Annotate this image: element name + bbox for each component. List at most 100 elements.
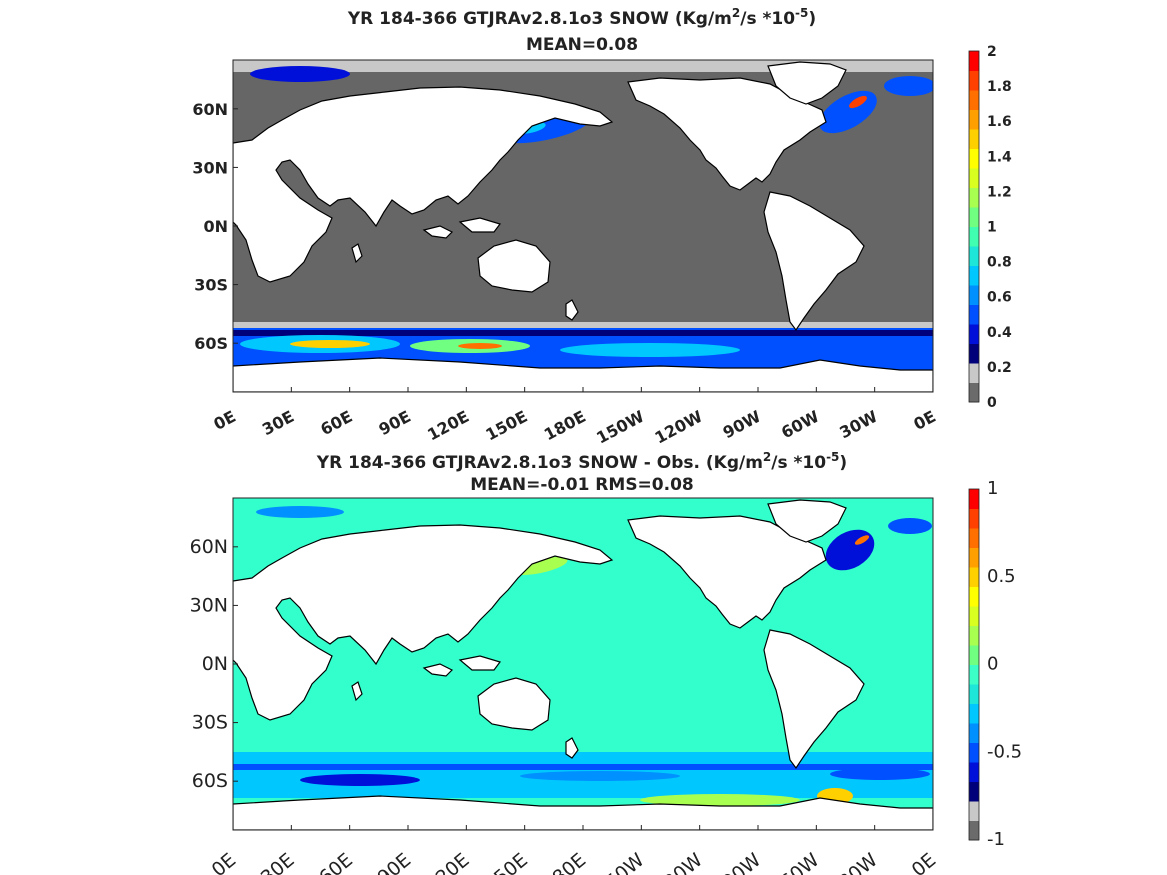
bottom-x-tick-10: 60W [776,849,823,875]
top-labrador-peak [849,95,867,109]
bottom-southern-pos-1 [640,794,800,806]
bottom-map [233,498,933,830]
top-x-tick-10: 60W [778,407,822,443]
bottom-east-greenland-neg [888,518,932,534]
bottom-x-tick-2: 60E [315,849,357,875]
bottom-panel: YR 184-366 GTJRAv2.8.1o3 SNOW - Obs. (Kg… [190,450,1023,875]
bottom-x-tick-12: 0E [908,849,941,875]
bottom-nordic-neg [256,506,344,518]
top-colorbar-label-4: 0.8 [987,255,1012,271]
top-east-greenland-snow [884,76,933,96]
top-colorbar-label-10: 2 [987,44,997,60]
bottom-colorbar-label-0: -1 [987,829,1005,850]
top-x-tick-1: 30E [259,407,297,439]
bottom-colorbar-segment-9 [969,645,979,665]
bottom-colorbar-segment-12 [969,586,979,607]
top-colorbar-segment-12 [969,148,979,169]
top-x-tick-11: 30W [836,407,880,443]
top-colorbar-label-5: 1 [987,220,997,236]
bottom-y-tick-2: 0N [202,653,228,675]
top-panel: YR 184-366 GTJRAv2.8.1o3 SNOW (Kg/m2/s *… [192,6,1012,447]
top-colorbar-segment-6 [969,265,979,286]
top-southern-peak-1 [290,340,370,348]
bottom-chart-title: YR 184-366 GTJRAv2.8.1o3 SNOW - Obs. (Kg… [316,450,847,473]
top-colorbar-label-7: 1.4 [987,149,1012,165]
top-colorbar-labels: 0 0.2 0.4 0.6 0.8 1 1.2 1.4 1.6 1.8 2 [987,44,1012,411]
bottom-labrador-pos [854,535,870,545]
top-x-tick-labels: 0E 30E 60E 90E 120E 150E 180E 150W 120W 90W 60W 30W… [210,387,939,448]
bottom-colorbar-label-1: -0.5 [987,741,1022,762]
top-x-tick-5: 150E [482,407,530,445]
top-colorbar-segment-5 [969,285,979,305]
top-colorbar-label-8: 1.6 [987,114,1012,130]
top-colorbar-segment-16 [969,70,979,91]
top-map [233,60,933,392]
bottom-y-tick-labels: 60N 30N 0N 30S 60S [190,536,238,792]
top-x-tick-0: 0E [210,407,238,434]
bottom-x-tick-7: 150W [592,849,648,875]
bottom-x-tick-11: 30W [835,849,882,875]
top-y-tick-4: 60S [194,334,228,353]
bottom-colorbar-frame [968,488,980,841]
bottom-x-tick-6: 180E [539,849,590,875]
bottom-colorbar-segment-1 [969,801,979,821]
top-southern-high-3 [560,343,740,357]
top-chart-title: YR 184-366 GTJRAv2.8.1o3 SNOW (Kg/m2/s *… [347,6,816,29]
top-colorbar-segment-7 [969,246,979,266]
top-southern-ice-edge [233,322,933,330]
bottom-colorbar-labels: -1 -0.5 0 0.5 1 [987,478,1022,850]
top-colorbar-segment-3 [969,324,979,344]
bottom-x-tick-4: 120E [422,849,473,875]
bottom-colorbar-segment-14 [969,547,979,568]
top-chart-subtitle: MEAN=0.08 [526,35,638,55]
top-colorbar-label-2: 0.4 [987,325,1012,341]
top-y-tick-1: 30N [192,158,228,177]
bottom-southern-neg-2 [520,771,680,781]
top-x-tick-3: 90E [376,407,414,439]
top-y-tick-2: 0N [203,217,228,236]
top-colorbar-segment-10 [969,187,979,208]
bottom-chart-subtitle: MEAN=-0.01 RMS=0.08 [470,475,694,495]
bottom-colorbar-segment-0 [969,820,979,841]
bottom-colorbar-segment-16 [969,508,979,529]
top-colorbar [968,50,980,403]
top-colorbar-segment-8 [969,226,979,247]
top-colorbar-frame [968,50,980,403]
top-colorbar-label-6: 1.2 [987,184,1012,200]
top-nordic-snow [250,66,350,82]
top-colorbar-segment-13 [969,129,979,149]
top-colorbar-segment-11 [969,168,979,188]
top-colorbar-segment-1 [969,363,979,383]
bottom-colorbar-segment-5 [969,723,979,743]
top-colorbar-segment-9 [969,207,979,227]
top-y-tick-labels: 60N 30N 0N 30S 60S [192,100,238,353]
top-colorbar-label-0: 0 [987,395,997,411]
top-x-tick-12: 0E [910,407,938,434]
bottom-x-tick-5: 150E [481,849,532,875]
bottom-colorbar-segment-2 [969,781,979,802]
bottom-colorbar-segment-11 [969,606,979,626]
bottom-y-tick-4: 60S [192,770,228,792]
top-y-tick-3: 30S [194,276,228,295]
bottom-colorbar [968,488,980,841]
bottom-x-tick-3: 90E [373,849,415,875]
bottom-x-tick-9: 90W [718,849,765,875]
top-x-tick-2: 60E [317,407,355,439]
bottom-colorbar-label-2: 0 [987,654,998,675]
bottom-colorbar-segment-8 [969,664,979,685]
bottom-y-tick-0: 60N [190,536,228,558]
top-x-tick-4: 120E [424,407,472,445]
top-arctic-ice [233,60,933,72]
bottom-x-tick-0: 0E [208,849,241,875]
top-colorbar-label-9: 1.8 [987,79,1012,95]
top-colorbar-segment-15 [969,90,979,110]
top-x-tick-7: 150W [593,407,647,448]
bottom-x-tick-8: 120W [651,849,707,875]
top-x-tick-8: 120W [652,407,706,448]
bottom-colorbar-segment-10 [969,625,979,646]
top-colorbar-segment-2 [969,343,979,364]
top-y-tick-0: 60N [192,100,228,119]
bottom-y-tick-3: 30S [192,712,228,734]
